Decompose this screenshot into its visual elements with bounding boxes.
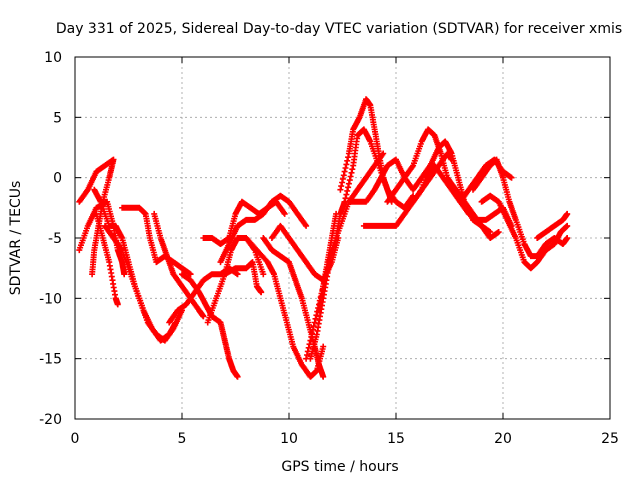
x-tick-label: 15 xyxy=(387,431,405,447)
series-track-30 xyxy=(534,210,571,241)
data-marks xyxy=(151,210,207,320)
data-marks xyxy=(221,259,265,296)
axis-ticks xyxy=(74,56,611,420)
series-track-7 xyxy=(151,210,207,320)
series-track-12 xyxy=(217,192,310,266)
data-points xyxy=(76,96,571,380)
series-track-9 xyxy=(179,271,241,380)
chart-title: Day 331 of 2025, Sidereal Day-to-day VTE… xyxy=(56,21,622,37)
data-marks xyxy=(93,210,121,308)
y-tick-label: 10 xyxy=(44,50,62,66)
series-track-28 xyxy=(470,156,571,260)
y-tick-label: 5 xyxy=(53,110,62,126)
y-axis-label: SDTVAR / TECUs xyxy=(8,181,24,296)
series-track-29 xyxy=(478,192,571,272)
x-tick-label: 0 xyxy=(71,431,80,447)
series-track-19 xyxy=(316,210,340,314)
x-tick-label: 5 xyxy=(178,431,187,447)
data-marks xyxy=(217,192,310,266)
series-track-5 xyxy=(102,222,185,344)
data-marks xyxy=(316,210,340,314)
x-tick-label: 25 xyxy=(601,431,619,447)
data-marks xyxy=(470,156,571,260)
data-marks xyxy=(534,210,571,241)
data-marks xyxy=(243,235,327,380)
data-marks xyxy=(478,192,571,272)
x-tick-label: 10 xyxy=(280,431,298,447)
grid-lines xyxy=(75,57,610,419)
series-track-21 xyxy=(341,126,417,211)
y-tick-label: -20 xyxy=(39,412,62,428)
data-marks xyxy=(341,126,417,211)
series-track-22 xyxy=(345,156,434,205)
series-track-13 xyxy=(221,259,265,296)
y-tick-label: -10 xyxy=(39,291,62,307)
data-marks xyxy=(345,156,434,205)
y-tick-label: -5 xyxy=(48,231,62,247)
data-marks xyxy=(307,198,348,362)
data-marks xyxy=(102,222,185,344)
x-tick-label: 20 xyxy=(494,431,512,447)
data-marks xyxy=(179,271,241,380)
x-tick-labels: 0 5 10 15 20 25 xyxy=(71,431,619,447)
y-tick-label: 0 xyxy=(53,171,62,187)
series-track-3 xyxy=(93,210,121,308)
series-track-14 xyxy=(243,235,327,380)
y-tick-label: -15 xyxy=(39,352,62,368)
x-axis-label: GPS time / hours xyxy=(281,459,398,475)
y-tick-labels: -20 -15 -10 -5 0 5 10 xyxy=(39,50,62,428)
series-track-18 xyxy=(307,198,348,362)
